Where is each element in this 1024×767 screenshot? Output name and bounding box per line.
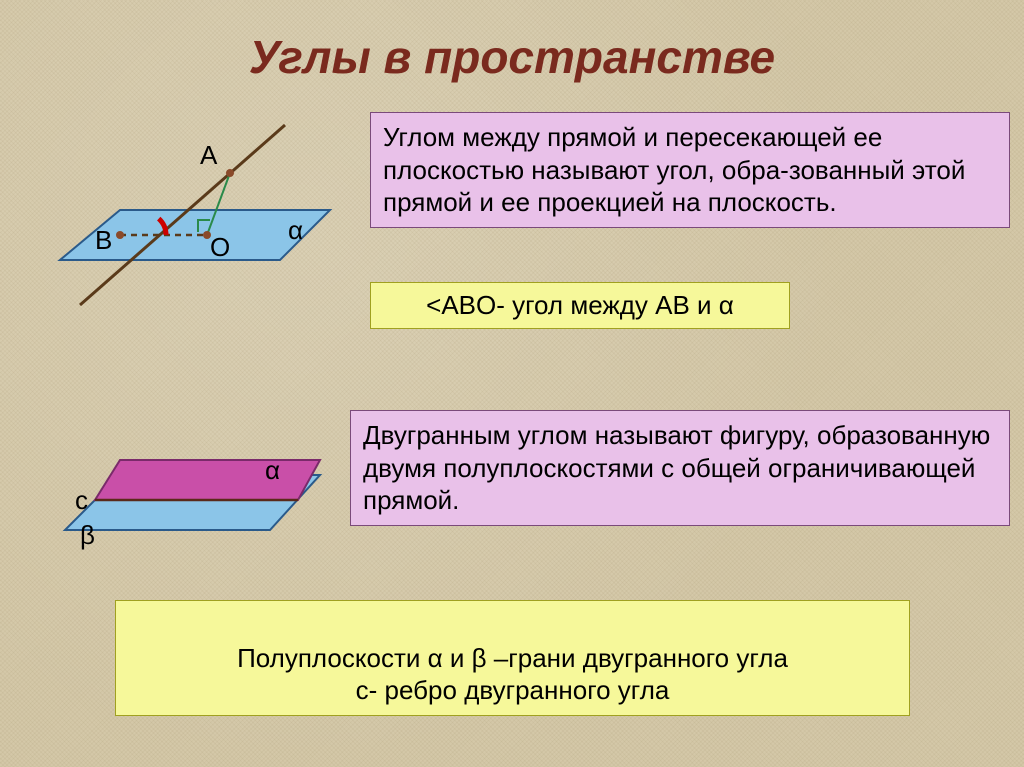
label-o: O	[210, 232, 230, 263]
label-b: B	[95, 225, 112, 256]
definition-2-text: Двугранным углом называют фигуру, образо…	[363, 420, 990, 515]
abo-text: <ABO- угол между AB и α	[426, 290, 734, 320]
definition-1-text: Углом между прямой и пересекающей ее пло…	[383, 122, 965, 217]
slide-title: Углы в пространстве	[0, 30, 1024, 84]
abo-angle-box: <ABO- угол между AB и α	[370, 282, 790, 329]
label-beta: β	[80, 520, 95, 551]
label-c: с	[75, 485, 88, 516]
faces-edge-text: Полуплоскости α и β –грани двугранного у…	[237, 643, 788, 706]
label-alpha-1: α	[288, 215, 303, 246]
label-a: A	[200, 140, 217, 171]
diagram-dihedral-angle: α β с	[40, 400, 340, 570]
definition-dihedral-angle: Двугранным углом называют фигуру, образо…	[350, 410, 1010, 526]
diagram-line-plane-angle: A B O α	[40, 120, 350, 320]
definition-line-plane-angle: Углом между прямой и пересекающей ее пло…	[370, 112, 1010, 228]
label-alpha-2: α	[265, 455, 280, 486]
faces-edge-box: Полуплоскости α и β –грани двугранного у…	[115, 600, 910, 716]
